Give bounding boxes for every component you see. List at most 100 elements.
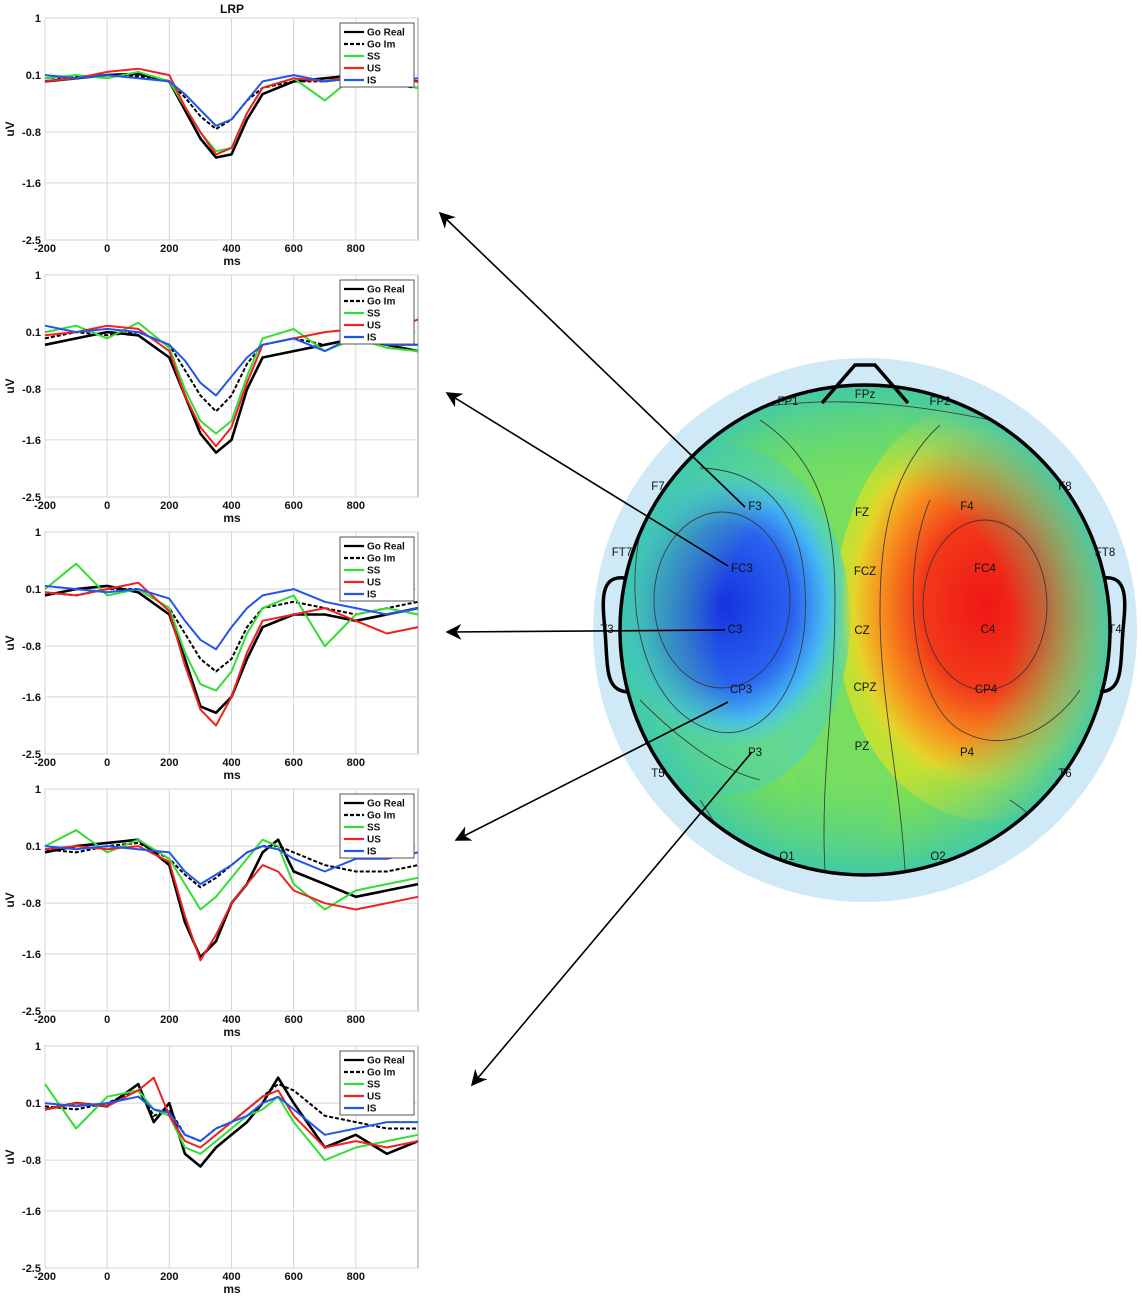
x-tick-label: 800 bbox=[347, 757, 365, 769]
legend-label: IS bbox=[367, 333, 377, 344]
series-line bbox=[44, 588, 419, 673]
series-line bbox=[44, 562, 419, 692]
x-tick-label: 600 bbox=[284, 1271, 302, 1283]
electrode-label-fc3: FC3 bbox=[731, 563, 753, 575]
y-tick-label: -1.6 bbox=[22, 1206, 41, 1218]
legend-label: SS bbox=[367, 309, 381, 320]
y-tick-label: 1 bbox=[35, 270, 41, 282]
erp-panel: 1 0.1 -0.8 -1.6 -2.5-200 0 200 400 600 800 ms uV Go … bbox=[3, 1041, 419, 1296]
electrode-label-cp3: CP3 bbox=[730, 684, 752, 696]
electrode-label-fpz: FPz bbox=[855, 389, 876, 401]
electrode-label-p4: P4 bbox=[960, 747, 975, 759]
y-axis-label: uV bbox=[3, 378, 17, 393]
y-tick-label: -2.5 bbox=[22, 235, 41, 247]
y-tick-label: -1.6 bbox=[22, 435, 41, 447]
electrode-label-fp1: FP1 bbox=[777, 396, 798, 408]
right-ear-outline bbox=[1099, 576, 1127, 694]
electrode-label-f7: F7 bbox=[651, 481, 664, 493]
x-tick-label: 400 bbox=[222, 757, 240, 769]
legend-label: SS bbox=[367, 52, 381, 63]
x-tick-label: 0 bbox=[104, 500, 110, 512]
electrode-label-c3: C3 bbox=[728, 624, 743, 636]
x-tick-label: 200 bbox=[160, 500, 178, 512]
series-line bbox=[44, 581, 419, 727]
y-tick-label: -0.8 bbox=[22, 898, 41, 910]
x-tick-label: -200 bbox=[34, 500, 56, 512]
electrode-label-fz: FZ bbox=[855, 507, 869, 519]
legend-label: Go Real bbox=[367, 1056, 405, 1067]
legend-label: Go Im bbox=[367, 297, 395, 308]
electrode-label-fp2: FP2 bbox=[929, 396, 950, 408]
legend-label: US bbox=[367, 321, 381, 332]
x-tick-label: 0 bbox=[104, 1271, 110, 1283]
series-line bbox=[44, 1095, 418, 1143]
electrode-label-o1: O1 bbox=[779, 851, 794, 863]
series-line bbox=[44, 1083, 419, 1162]
arrow-p3 bbox=[470, 751, 753, 1087]
x-tick-label: 800 bbox=[347, 1271, 365, 1283]
series-line bbox=[44, 70, 419, 153]
electrode-label-f3: F3 bbox=[748, 501, 761, 513]
x-tick-label: 600 bbox=[284, 757, 302, 769]
series-line bbox=[44, 584, 419, 651]
y-tick-label: 0.1 bbox=[26, 327, 41, 339]
electrode-label-p3: P3 bbox=[748, 747, 762, 759]
x-tick-label: 400 bbox=[222, 243, 240, 255]
x-tick-label: -200 bbox=[34, 1014, 56, 1026]
legend-label: Go Real bbox=[367, 28, 405, 39]
x-tick-label: 400 bbox=[222, 500, 240, 512]
y-tick-label: -0.8 bbox=[22, 641, 41, 653]
electrode-labels: FP1 FPz FP2 F7 F3 FZ F4 F8 FT7 FC3 FCZ FC4 FT8 T3 C3 CZ… bbox=[600, 389, 1122, 863]
x-tick-label: 0 bbox=[104, 243, 110, 255]
electrode-label-cp4: CP4 bbox=[975, 684, 998, 696]
y-axis-label: uV bbox=[3, 121, 17, 136]
electrode-label-pz: PZ bbox=[855, 741, 870, 753]
y-tick-label: -1.6 bbox=[22, 949, 41, 961]
y-tick-label: -0.8 bbox=[22, 384, 41, 396]
electrode-label-t6: T6 bbox=[1058, 768, 1071, 780]
legend-label: SS bbox=[367, 823, 381, 834]
y-tick-label: 1 bbox=[35, 1041, 41, 1053]
x-tick-label: 600 bbox=[284, 1014, 302, 1026]
y-tick-label: -2.5 bbox=[22, 1263, 41, 1275]
legend-label: Go Real bbox=[367, 799, 405, 810]
arrow-fc3 bbox=[445, 392, 729, 567]
erp-panel: 1 0.1 -0.8 -1.6 -2.5-200 0 200 400 600 800 ms uV LRP… bbox=[3, 2, 419, 268]
series-line bbox=[44, 1076, 419, 1149]
legend-label: Go Im bbox=[367, 1068, 395, 1079]
legend-label: IS bbox=[367, 590, 377, 601]
y-tick-label: 0.1 bbox=[26, 1098, 41, 1110]
arrow-f3 bbox=[438, 211, 746, 508]
legend-label: Go Im bbox=[367, 554, 395, 565]
legend-label: US bbox=[367, 64, 381, 75]
y-tick-label: 1 bbox=[35, 527, 41, 539]
electrode-label-c4: C4 bbox=[981, 624, 996, 636]
y-tick-label: 1 bbox=[35, 13, 41, 25]
arrow-cp3 bbox=[454, 701, 729, 841]
x-tick-label: 600 bbox=[284, 500, 302, 512]
y-tick-label: -2.5 bbox=[22, 1006, 41, 1018]
x-axis-label: ms bbox=[223, 254, 241, 268]
x-tick-label: 0 bbox=[104, 757, 110, 769]
x-tick-label: 200 bbox=[160, 1014, 178, 1026]
x-tick-label: 0 bbox=[104, 1014, 110, 1026]
electrode-label-f8: F8 bbox=[1058, 481, 1071, 493]
legend-label: US bbox=[367, 578, 381, 589]
series-line bbox=[44, 845, 419, 962]
legend-label: IS bbox=[367, 76, 377, 87]
left-ear-outline bbox=[601, 576, 629, 694]
legend-label: IS bbox=[367, 1104, 377, 1115]
x-tick-label: 400 bbox=[222, 1014, 240, 1026]
legend-label: SS bbox=[367, 1080, 381, 1091]
series-line bbox=[44, 1076, 419, 1168]
y-tick-label: 0.1 bbox=[26, 584, 41, 596]
x-tick-label: 800 bbox=[347, 243, 365, 255]
x-axis-label: ms bbox=[223, 768, 241, 782]
y-tick-label: -0.8 bbox=[22, 127, 41, 139]
x-axis-label: ms bbox=[223, 1025, 241, 1039]
arrow-c3 bbox=[445, 623, 726, 640]
